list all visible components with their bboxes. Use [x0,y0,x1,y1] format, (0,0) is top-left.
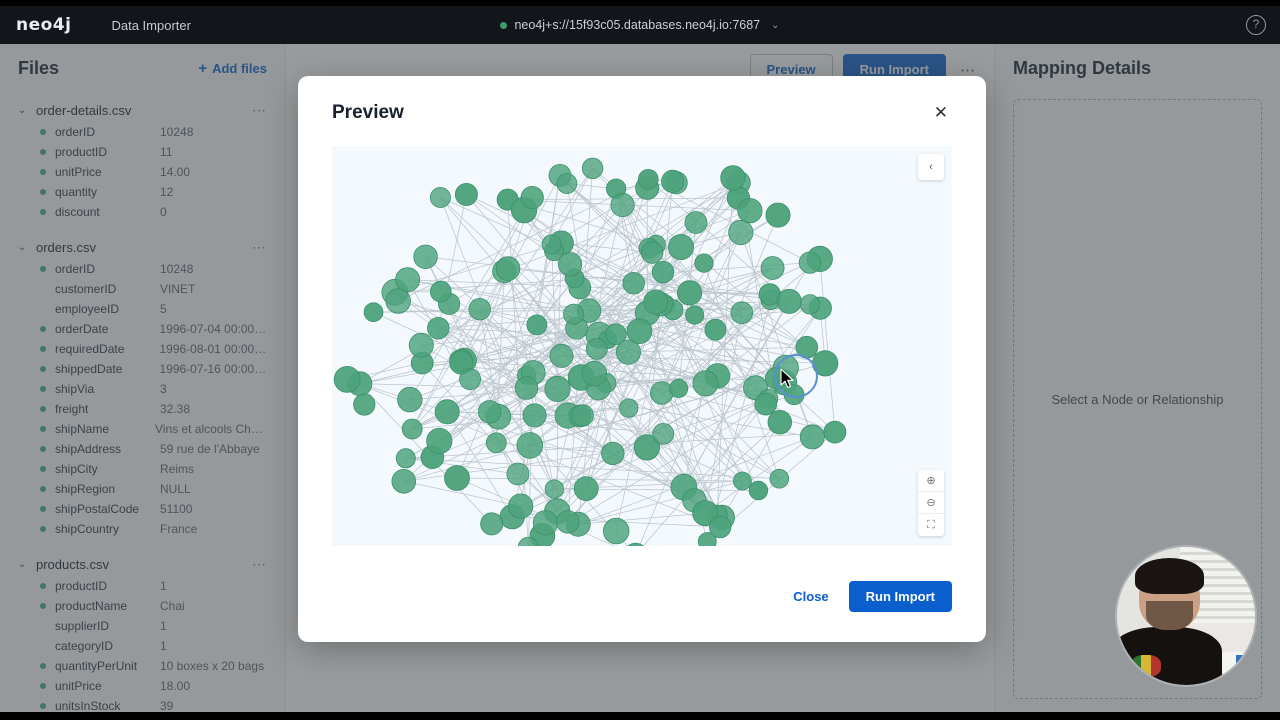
webcam-person-body [1117,627,1222,685]
modal-footer: Close Run Import [298,581,986,642]
neo4j-logo: neo4j [16,15,72,35]
fit-to-screen-icon[interactable]: ⛶ [927,518,935,531]
chevron-down-icon: ⌄ [771,19,780,31]
graph-collapse-button[interactable]: ‹ [918,154,944,180]
zoom-out-icon[interactable]: ⊖ [918,492,944,514]
node-selection-ring [774,354,818,398]
connection-status-dot [500,21,508,29]
graph-preview-canvas[interactable]: ‹ ⊕ ⊖ ⛶ [332,146,952,546]
modal-run-import-button[interactable]: Run Import [848,581,952,612]
graph-visualization[interactable] [332,146,952,546]
zoom-in-icon[interactable]: ⊕ [918,470,944,492]
preview-modal: Preview ✕ ‹ ⊕ ⊖ ⛶ Close Run Import [298,76,986,642]
app-title: Data Importer [111,17,191,33]
modal-title: Preview [332,102,404,123]
graph-zoom-controls: ⊕ ⊖ ⛶ [918,470,944,536]
mouse-cursor-icon [780,368,794,389]
webcam-overlay [1117,547,1255,685]
modal-close-button[interactable]: Close [793,589,829,604]
modal-header: Preview ✕ [332,102,952,124]
webcam-person-beard [1145,600,1193,632]
webcam-person-hair [1134,558,1204,594]
close-icon[interactable]: ✕ [933,103,948,122]
webcam-shirt-logo [1130,654,1162,677]
top-bar: neo4j Data Importer neo4j+s://15f93c05.d… [0,6,1280,44]
connection-uri: neo4j+s://15f93c05.databases.neo4j.io:76… [514,18,761,32]
help-icon[interactable]: ? [1246,15,1266,35]
webcam-blue-object [1235,654,1251,666]
connection-selector[interactable]: neo4j+s://15f93c05.databases.neo4j.io:76… [490,18,790,32]
